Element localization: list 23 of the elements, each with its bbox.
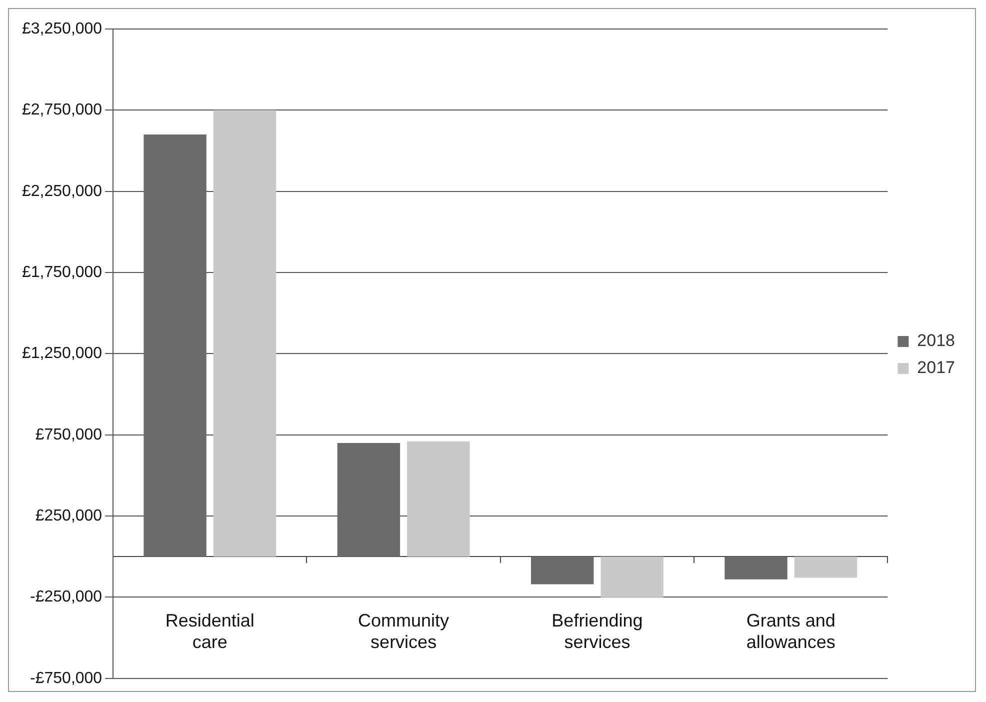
y-tick-label: £2,250,000 [22, 182, 102, 200]
legend-label: 2017 [917, 358, 956, 378]
bar [337, 442, 400, 557]
y-tick-label: £1,250,000 [22, 345, 102, 362]
bar [724, 556, 788, 580]
bar [600, 556, 664, 598]
x-tick-label: Residential care [165, 610, 254, 652]
y-tick-label: -£750,000 [30, 670, 102, 687]
legend-label: 2018 [917, 331, 956, 350]
y-tick-label: -£250,000 [30, 588, 102, 606]
x-tick-label: Befriending services [552, 610, 643, 652]
bar [407, 441, 470, 557]
y-tick-label: £3,250,000 [22, 20, 102, 38]
bar [794, 556, 858, 578]
x-tick-label: Grants and allowances [746, 610, 836, 652]
y-tick-label: £1,750,000 [22, 264, 102, 281]
x-tick-label: Community services [358, 610, 450, 652]
y-tick-label: £750,000 [35, 426, 102, 444]
bar [530, 556, 594, 584]
y-tick-label: £250,000 [35, 507, 102, 524]
bar [213, 110, 276, 557]
bar [144, 134, 206, 557]
y-tick-label: £2,750,000 [22, 102, 102, 119]
